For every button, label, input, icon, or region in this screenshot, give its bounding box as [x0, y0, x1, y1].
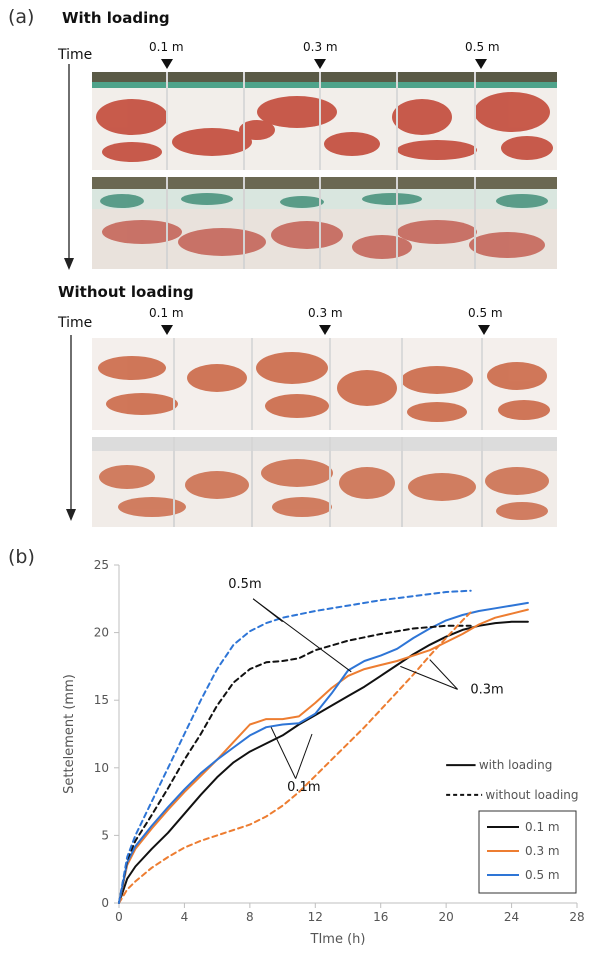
y-tick-label: 10 [94, 761, 109, 775]
without-loading-photo-early [92, 338, 557, 430]
x-tick-label: 16 [373, 910, 388, 924]
x-tick-label: 0 [115, 910, 123, 924]
with-loading-position-label: 0.3 m [303, 40, 338, 54]
x-tick-label: 4 [181, 910, 189, 924]
legend-label: with loading [479, 758, 552, 772]
series-line-05m-dashed [118, 589, 472, 904]
x-tick-label: 12 [308, 910, 323, 924]
with-loading-position-label: 0.5 m [465, 40, 500, 54]
y-tick-label: 15 [94, 693, 109, 707]
without-loading-time-arrow [66, 335, 76, 521]
annotation-label: 0.1m [287, 780, 320, 795]
settlement-chart: 0 4 8 12 16 20 24 28 0 5 10 15 20 25 TIme (h) Setteleme… [62, 558, 585, 947]
annotation-leader [270, 727, 297, 779]
with-loading-position-label: 0.1 m [149, 40, 184, 54]
without-loading-time-label: Time [58, 315, 93, 331]
position-marker-icon [314, 59, 326, 69]
position-marker-icon [161, 59, 173, 69]
series-line-05m-solid [118, 601, 529, 904]
x-axis-label: TIme (h) [310, 932, 366, 947]
annotation-label: 0.5m [228, 577, 261, 592]
annotation-leader [252, 598, 352, 673]
panel-b-label: (b) [8, 546, 35, 568]
annotation-label: 0.3m [470, 682, 503, 697]
position-marker-icon [478, 325, 490, 335]
with-loading-time-label: Time [58, 47, 93, 63]
legend-label: 0.1 m [525, 820, 560, 834]
y-axis-label: Settelement (mm) [62, 674, 77, 794]
without-loading-position-label: 0.1 m [149, 306, 184, 320]
without-loading-heading: Without loading [58, 283, 194, 301]
annotation-leader [429, 659, 458, 690]
x-tick-label: 8 [246, 910, 254, 924]
panel-a-label: (a) [8, 6, 35, 28]
without-loading-photo-late [92, 437, 557, 527]
legend-label: 0.5 m [525, 868, 560, 882]
legend-label: without loading [485, 788, 578, 802]
with-loading-heading: With loading [62, 9, 170, 27]
series-line-01m-solid [118, 620, 529, 904]
with-loading-photo-late [92, 177, 557, 269]
with-loading-photo-early [92, 72, 557, 170]
position-marker-icon [319, 325, 331, 335]
x-tick-label: 24 [504, 910, 519, 924]
legend-label: 0.3 m [525, 844, 560, 858]
y-tick-label: 0 [101, 896, 109, 910]
with-loading-time-arrow [64, 64, 74, 270]
series-line-03m-solid [118, 608, 529, 904]
position-marker-icon [475, 59, 487, 69]
position-marker-icon [161, 325, 173, 335]
y-tick-label: 5 [101, 828, 109, 842]
x-tick-label: 20 [439, 910, 454, 924]
series-line-03m-dashed [118, 611, 472, 904]
annotation-leader [400, 665, 458, 690]
series-line-01m-dashed [118, 624, 472, 904]
y-tick-label: 25 [94, 558, 109, 572]
annotation-leader [295, 733, 313, 779]
x-tick-label: 28 [569, 910, 584, 924]
without-loading-position-label: 0.3 m [308, 306, 343, 320]
without-loading-position-label: 0.5 m [468, 306, 503, 320]
y-tick-label: 20 [94, 626, 109, 640]
